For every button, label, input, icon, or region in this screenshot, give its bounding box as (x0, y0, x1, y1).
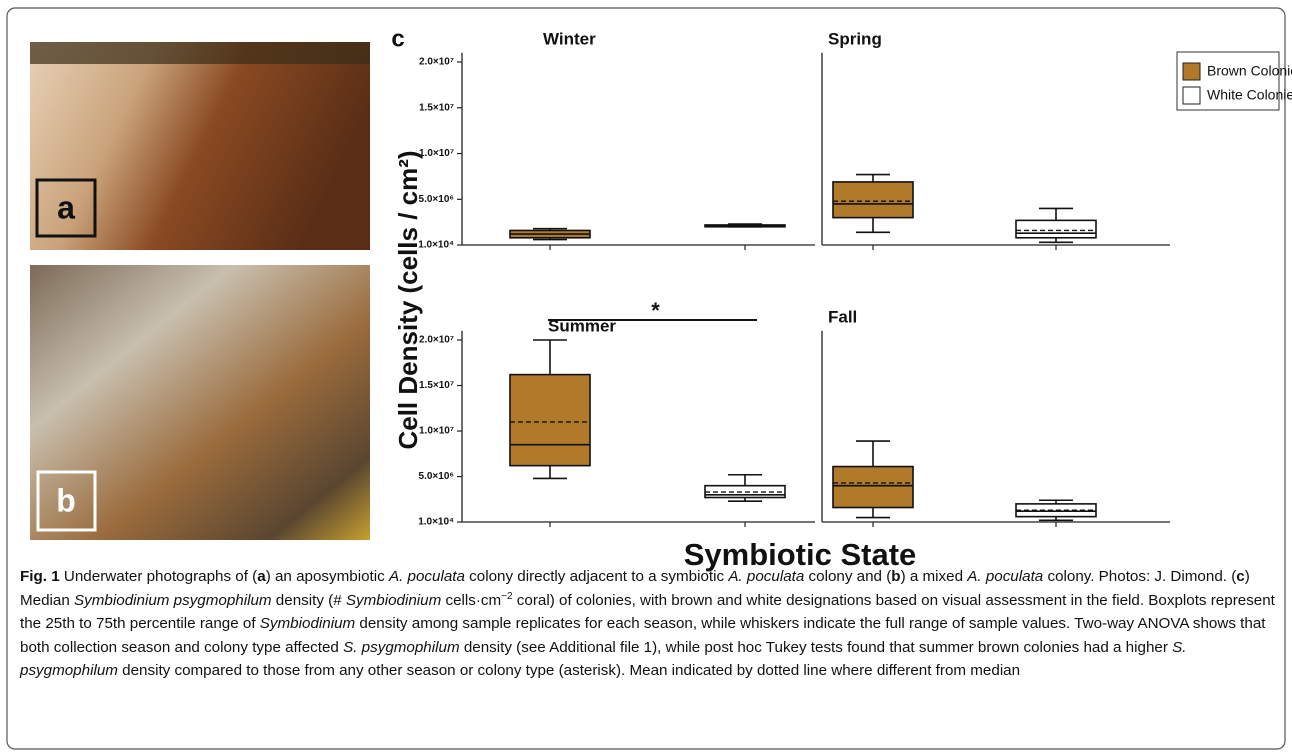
caption-text: cells·cm (441, 592, 501, 609)
caption-text: colony directly adjacent to a symbiotic (465, 568, 728, 585)
y-tick-label: 2.0×10⁷ (419, 335, 454, 346)
chart-title: Fall (828, 307, 857, 326)
chart-title: Winter (543, 29, 596, 48)
panel-label: c (391, 25, 404, 52)
legend-label: White Colonies (1207, 87, 1292, 103)
caption-text: colony. Photos: J. Dimond. ( (1043, 568, 1236, 585)
caption-text: Symbiodinium (260, 615, 355, 632)
significance-label: * (651, 298, 660, 323)
y-tick-label: 2.0×10⁷ (419, 57, 454, 68)
caption-text: Symbiodinium (346, 592, 441, 609)
caption-text: A. poculata (728, 568, 804, 585)
panel-label: a (57, 189, 75, 225)
y-tick-label: 5.0×10⁶ (419, 194, 454, 205)
caption-text: a (257, 568, 265, 585)
box (510, 375, 590, 466)
caption-text: S. psygmophilum (343, 639, 460, 656)
caption-text: A. poculata (967, 568, 1043, 585)
y-tick-label: 5.0×10⁶ (419, 471, 454, 482)
page: a b c Cell Density (cells / cm²) Symbiot… (0, 0, 1292, 752)
legend-label: Brown Colonies (1207, 63, 1292, 79)
y-tick-label: 1.0×10⁴ (418, 517, 454, 528)
y-tick-label: 1.0×10⁷ (419, 148, 454, 159)
caption-text: ) an aposymbiotic (266, 568, 389, 585)
caption-text: Symbiodinium psygmophilum (74, 592, 272, 609)
caption-text: ) a mixed (901, 568, 968, 585)
box (833, 467, 913, 508)
y-tick-label: 1.5×10⁷ (419, 380, 454, 391)
caption-text: colony and ( (804, 568, 891, 585)
photo-b (30, 265, 370, 540)
y-tick-label: 1.5×10⁷ (419, 102, 454, 113)
caption: Fig. 1 Underwater photographs of (a) an … (20, 565, 1278, 683)
caption-text: Fig. 1 (20, 568, 60, 585)
photo-shade (30, 42, 370, 64)
caption-text: density compared to those from any other… (118, 662, 1020, 679)
y-tick-label: 1.0×10⁴ (418, 240, 454, 251)
legend-swatch (1183, 87, 1200, 104)
box (833, 182, 913, 218)
caption-text: −2 (501, 590, 512, 601)
caption-text: c (1236, 568, 1244, 585)
caption-text: Underwater photographs of ( (60, 568, 258, 585)
photo-a (30, 42, 370, 250)
caption-text: density (# (272, 592, 346, 609)
caption-text: A. poculata (389, 568, 465, 585)
panel-label: b (56, 482, 76, 518)
caption-text: b (891, 568, 900, 585)
y-tick-label: 1.0×10⁷ (419, 426, 454, 437)
chart-title: Spring (828, 29, 882, 48)
caption-text: density (see Additional file 1), while p… (460, 639, 1173, 656)
box (1016, 220, 1096, 237)
legend-swatch (1183, 63, 1200, 80)
